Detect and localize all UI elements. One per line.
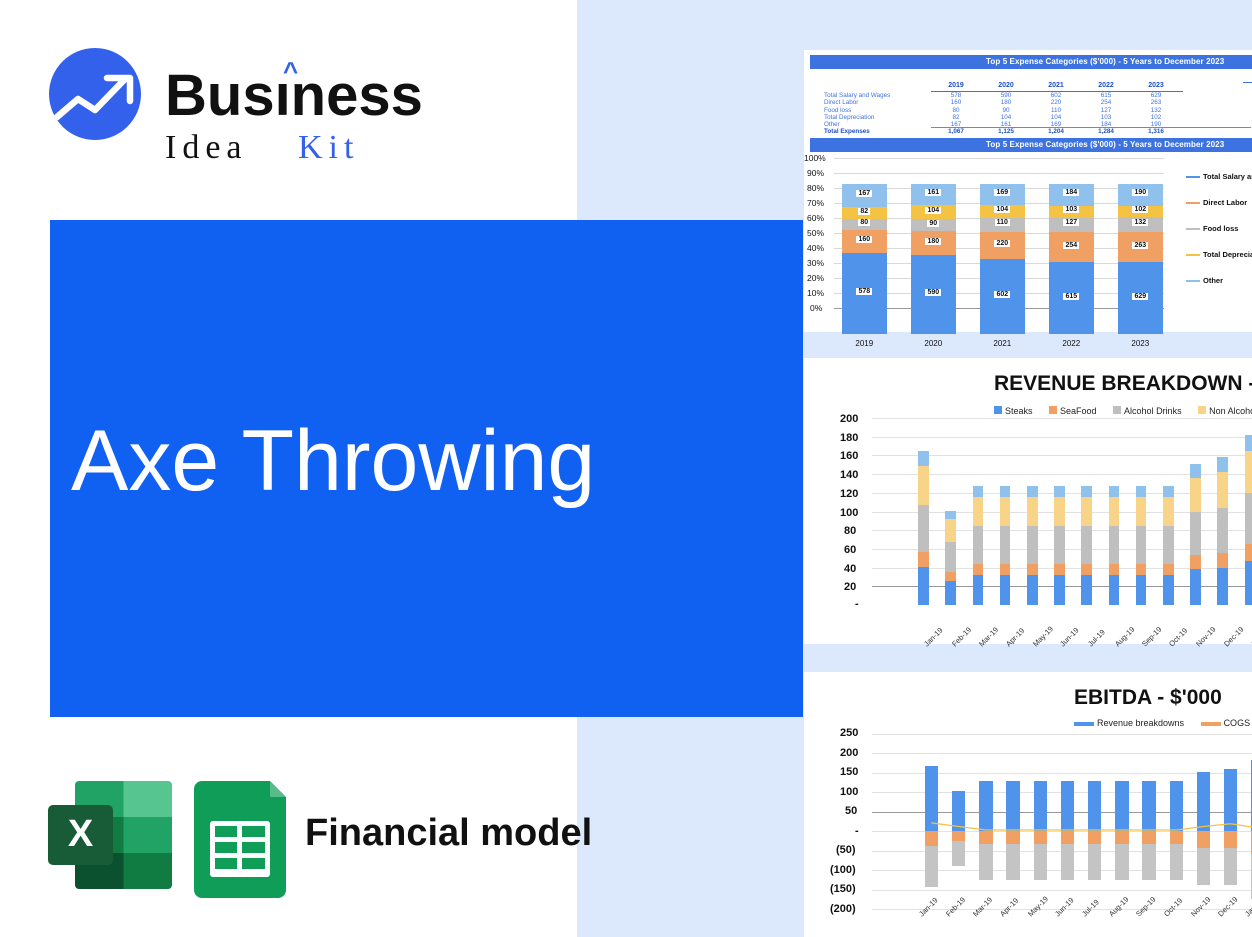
svg-text:Kit: Kit bbox=[298, 129, 359, 166]
svg-text:Idea: Idea bbox=[165, 129, 248, 166]
svg-text:^: ^ bbox=[283, 56, 298, 86]
svg-text:X: X bbox=[68, 813, 94, 855]
